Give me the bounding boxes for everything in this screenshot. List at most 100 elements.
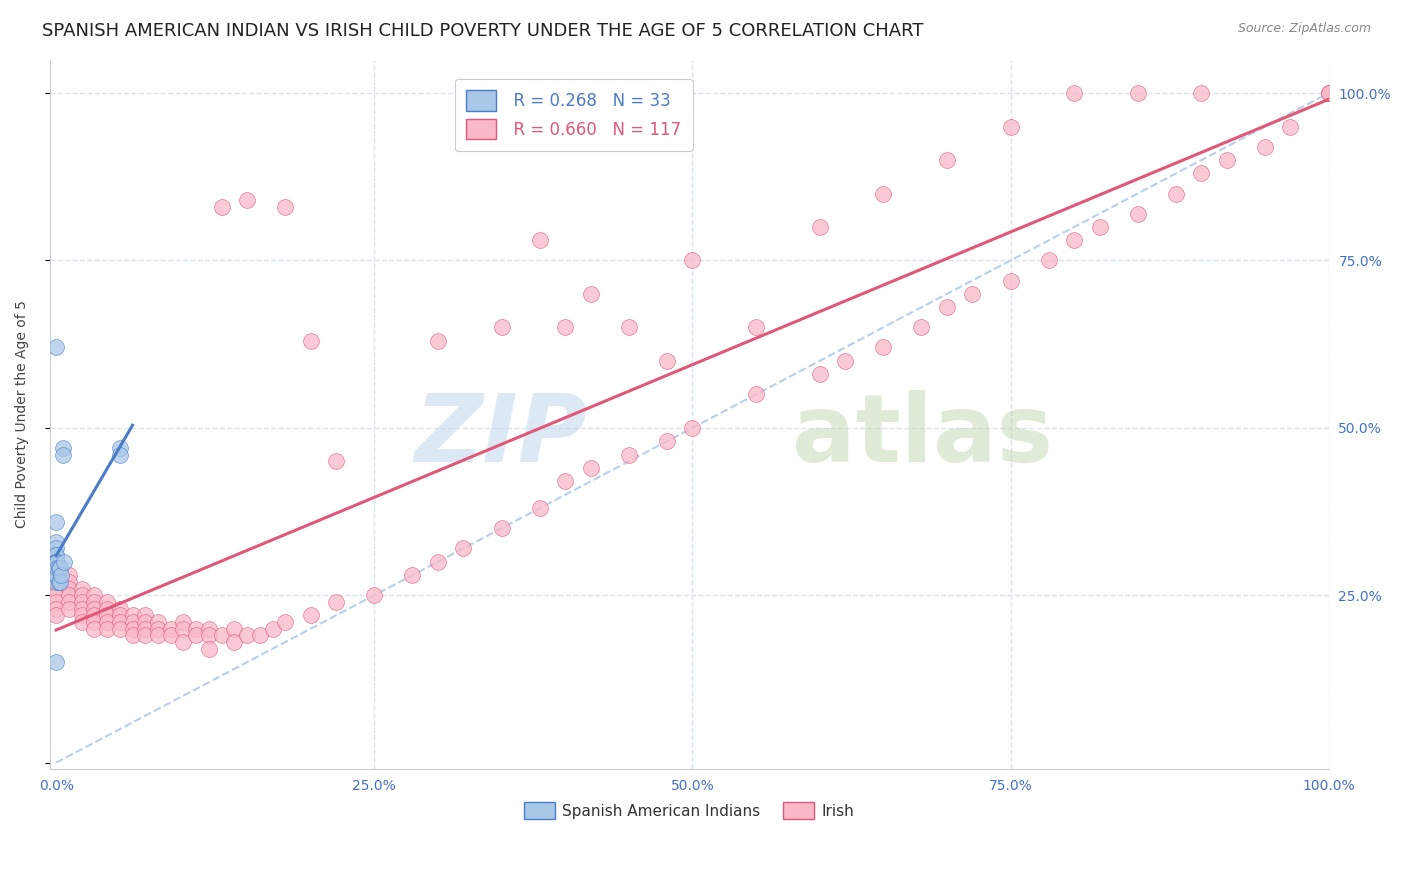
Point: [1126, 86, 1149, 100]
Text: Source: ZipAtlas.com: Source: ZipAtlas.com: [1237, 22, 1371, 36]
Point: [1126, 206, 1149, 220]
Point: [45, 534, 67, 549]
Point: [108, 622, 131, 636]
Point: [134, 622, 156, 636]
Point: [83, 608, 105, 623]
Point: [1189, 166, 1212, 180]
Point: [211, 628, 233, 642]
Point: [172, 622, 194, 636]
Point: [49, 574, 72, 589]
Point: [52, 555, 75, 569]
Point: [274, 200, 297, 214]
Point: [1164, 186, 1187, 201]
Point: [681, 253, 703, 268]
Point: [935, 153, 957, 167]
Point: [134, 608, 156, 623]
Point: [1088, 219, 1111, 234]
Point: [45, 561, 67, 575]
Point: [1038, 253, 1060, 268]
Point: [299, 608, 322, 623]
Point: [224, 622, 246, 636]
Point: [872, 341, 894, 355]
Legend: Spanish American Indians, Irish: Spanish American Indians, Irish: [517, 796, 860, 825]
Point: [935, 301, 957, 315]
Point: [45, 655, 67, 669]
Point: [211, 200, 233, 214]
Point: [579, 461, 602, 475]
Point: [146, 622, 169, 636]
Point: [46, 561, 69, 575]
Point: [45, 574, 67, 589]
Point: [172, 635, 194, 649]
Point: [617, 320, 640, 334]
Point: [1000, 120, 1022, 134]
Point: [45, 568, 67, 582]
Point: [529, 233, 551, 247]
Point: [46, 555, 69, 569]
Point: [1317, 86, 1340, 100]
Point: [45, 561, 67, 575]
Point: [159, 628, 181, 642]
Y-axis label: Child Poverty Under the Age of 5: Child Poverty Under the Age of 5: [15, 301, 30, 528]
Point: [45, 588, 67, 602]
Point: [554, 320, 576, 334]
Point: [45, 601, 67, 615]
Point: [198, 622, 221, 636]
Point: [249, 628, 271, 642]
Point: [1000, 274, 1022, 288]
Point: [1279, 120, 1302, 134]
Point: [363, 588, 385, 602]
Point: [554, 475, 576, 489]
Point: [96, 595, 118, 609]
Point: [491, 521, 513, 535]
Point: [45, 555, 67, 569]
Point: [58, 601, 80, 615]
Point: [51, 441, 73, 455]
Text: ZIP: ZIP: [413, 390, 586, 482]
Point: [51, 448, 73, 462]
Point: [45, 568, 67, 582]
Point: [70, 601, 93, 615]
Point: [1216, 153, 1239, 167]
Point: [299, 334, 322, 348]
Point: [198, 628, 221, 642]
Point: [45, 561, 67, 575]
Point: [58, 588, 80, 602]
Point: [45, 608, 67, 623]
Point: [146, 615, 169, 629]
Point: [48, 561, 70, 575]
Point: [45, 561, 67, 575]
Point: [108, 601, 131, 615]
Point: [808, 219, 831, 234]
Point: [49, 561, 72, 575]
Point: [1189, 86, 1212, 100]
Point: [45, 541, 67, 556]
Point: [58, 582, 80, 596]
Point: [325, 454, 347, 468]
Point: [108, 615, 131, 629]
Point: [96, 608, 118, 623]
Point: [121, 622, 143, 636]
Point: [491, 320, 513, 334]
Point: [579, 287, 602, 301]
Point: [70, 615, 93, 629]
Point: [325, 595, 347, 609]
Point: [426, 334, 449, 348]
Point: [172, 615, 194, 629]
Point: [58, 574, 80, 589]
Point: [655, 434, 678, 449]
Point: [1254, 139, 1277, 153]
Point: [58, 595, 80, 609]
Point: [962, 287, 984, 301]
Point: [45, 561, 67, 575]
Point: [51, 568, 73, 582]
Point: [45, 515, 67, 529]
Point: [1063, 233, 1085, 247]
Point: [134, 628, 156, 642]
Point: [45, 548, 67, 562]
Point: [236, 193, 259, 207]
Point: [186, 622, 208, 636]
Point: [45, 548, 67, 562]
Point: [808, 368, 831, 382]
Point: [453, 541, 475, 556]
